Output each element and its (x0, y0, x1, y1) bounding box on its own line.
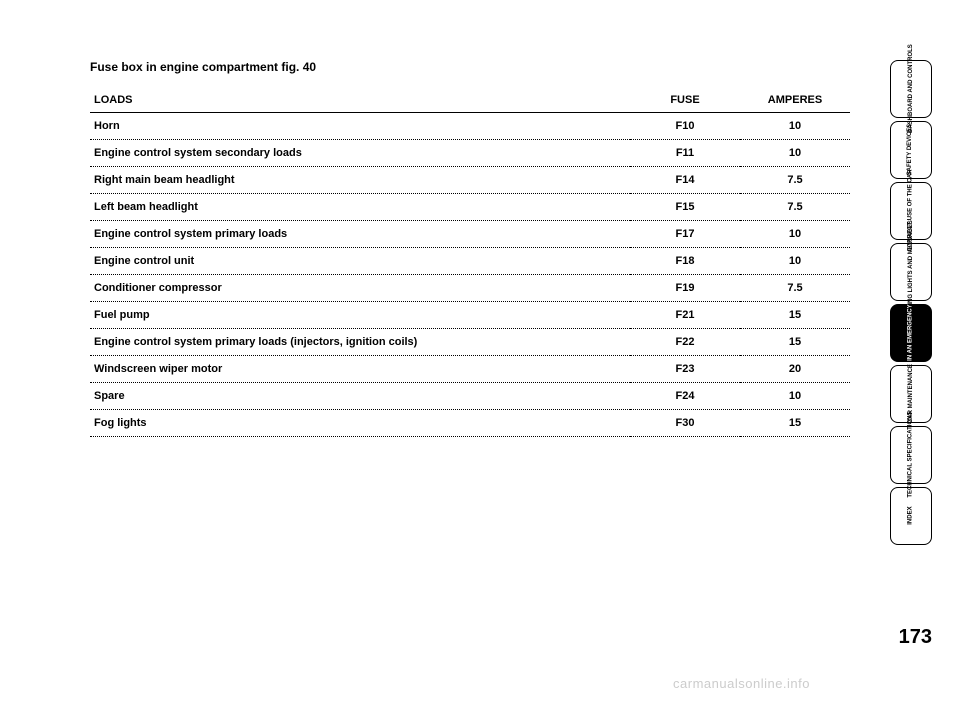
table-row: Right main beam headlight F14 7.5 (90, 167, 850, 194)
cell-fuse: F17 (630, 221, 740, 248)
table-row: Horn F10 10 (90, 113, 850, 140)
cell-loads: Spare (90, 383, 630, 410)
cell-fuse: F18 (630, 248, 740, 275)
page-number: 173 (899, 626, 932, 649)
table-header-row: LOADS FUSE AMPERES (90, 88, 850, 113)
cell-fuse: F30 (630, 410, 740, 437)
tab-label: SAFETY DEVICES (907, 124, 914, 176)
cell-amperes: 20 (740, 356, 850, 383)
cell-loads: Fuel pump (90, 302, 630, 329)
table-row: Engine control system secondary loads F1… (90, 140, 850, 167)
cell-loads: Engine control system primary loads (90, 221, 630, 248)
table-row: Left beam headlight F15 7.5 (90, 194, 850, 221)
side-tabs: DASHBOARD AND CONTROLS SAFETY DEVICES CO… (890, 60, 932, 545)
table-row: Fog lights F30 15 (90, 410, 850, 437)
cell-fuse: F19 (630, 275, 740, 302)
cell-fuse: F23 (630, 356, 740, 383)
watermark: carmanualsonline.info (673, 676, 810, 691)
cell-loads: Engine control system secondary loads (90, 140, 630, 167)
cell-amperes: 7.5 (740, 167, 850, 194)
table-row: Windscreen wiper motor F23 20 (90, 356, 850, 383)
cell-amperes: 15 (740, 410, 850, 437)
cell-amperes: 7.5 (740, 275, 850, 302)
cell-fuse: F14 (630, 167, 740, 194)
cell-amperes: 7.5 (740, 194, 850, 221)
header-amperes: AMPERES (740, 88, 850, 113)
cell-amperes: 10 (740, 248, 850, 275)
tab-label: IN AN EMERGENCY (907, 305, 914, 361)
tab-emergency[interactable]: IN AN EMERGENCY (890, 304, 932, 362)
cell-fuse: F10 (630, 113, 740, 140)
cell-amperes: 10 (740, 383, 850, 410)
table-row: Conditioner compressor F19 7.5 (90, 275, 850, 302)
cell-loads: Horn (90, 113, 630, 140)
cell-loads: Right main beam headlight (90, 167, 630, 194)
table-row: Engine control system primary loads (inj… (90, 329, 850, 356)
cell-loads: Engine control unit (90, 248, 630, 275)
tab-label: INDEX (907, 507, 914, 525)
cell-loads: Engine control system primary loads (inj… (90, 329, 630, 356)
cell-amperes: 10 (740, 140, 850, 167)
section-title: Fuse box in engine compartment fig. 40 (90, 60, 850, 74)
manual-page: Fuse box in engine compartment fig. 40 L… (0, 0, 960, 709)
table-row: Spare F24 10 (90, 383, 850, 410)
header-fuse: FUSE (630, 88, 740, 113)
table-row: Engine control system primary loads F17 … (90, 221, 850, 248)
cell-fuse: F22 (630, 329, 740, 356)
tab-label: DASHBOARD AND CONTROLS (907, 45, 914, 134)
tab-technical[interactable]: TECHNICAL SPECIFICATIONS (890, 426, 932, 484)
header-loads: LOADS (90, 88, 630, 113)
cell-fuse: F24 (630, 383, 740, 410)
fuse-table: LOADS FUSE AMPERES Horn F10 10 Engine co… (90, 88, 850, 437)
tab-warning[interactable]: WARNING LIGHTS AND MESSAGES (890, 243, 932, 301)
tab-dashboard[interactable]: DASHBOARD AND CONTROLS (890, 60, 932, 118)
cell-amperes: 15 (740, 302, 850, 329)
cell-fuse: F15 (630, 194, 740, 221)
cell-amperes: 15 (740, 329, 850, 356)
cell-amperes: 10 (740, 221, 850, 248)
cell-fuse: F21 (630, 302, 740, 329)
cell-fuse: F11 (630, 140, 740, 167)
table-row: Fuel pump F21 15 (90, 302, 850, 329)
table-row: Engine control unit F18 10 (90, 248, 850, 275)
tab-label: TECHNICAL SPECIFICATIONS (907, 412, 914, 498)
cell-loads: Windscreen wiper motor (90, 356, 630, 383)
cell-loads: Conditioner compressor (90, 275, 630, 302)
cell-loads: Fog lights (90, 410, 630, 437)
cell-amperes: 10 (740, 113, 850, 140)
cell-loads: Left beam headlight (90, 194, 630, 221)
